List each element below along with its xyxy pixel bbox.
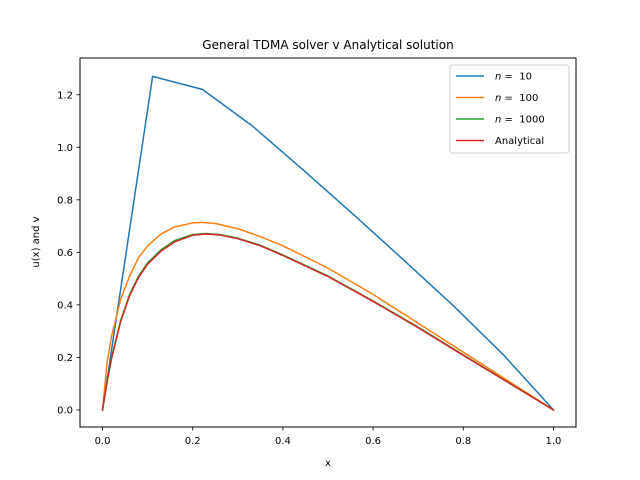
y-tick-label: 0.4 — [57, 300, 73, 311]
x-tick-label: 0.0 — [95, 436, 111, 447]
legend-label-1: n = 100 — [495, 93, 538, 104]
legend-label-0: n = 10 — [495, 72, 532, 83]
x-tick-label: 0.6 — [365, 436, 381, 447]
legend-label-3: Analytical — [495, 136, 544, 147]
legend: n = 10 n = 100 n = 1000 Analytical — [449, 64, 570, 154]
legend-box — [449, 64, 570, 154]
chart-title: General TDMA solver v Analytical solutio… — [202, 38, 453, 52]
ticks-layer: 0.0 0.2 0.4 0.6 0.8 1.0 0.0 0.2 0.4 0.6 0.8 1.0 1.2 — [57, 90, 561, 447]
y-tick-label: 0.0 — [57, 405, 73, 416]
series-line-1 — [101, 221, 555, 411]
y-tick-label: 1.2 — [57, 90, 73, 101]
x-tick-label: 1.0 — [546, 436, 562, 447]
legend-label-2: n = 1000 — [495, 115, 545, 126]
y-tick-label: 0.6 — [57, 248, 73, 259]
series-layer — [101, 75, 555, 411]
y-tick-label: 0.2 — [57, 353, 73, 364]
series-line-0 — [101, 75, 555, 411]
x-tick-label: 0.2 — [185, 436, 201, 447]
y-tick-label: 0.8 — [57, 195, 73, 206]
x-axis-label: x — [325, 458, 331, 469]
y-tick-label: 1.0 — [57, 143, 73, 154]
y-axis-label: u(x) and v — [31, 216, 42, 267]
axes-frame — [79, 57, 577, 428]
x-tick-label: 0.8 — [455, 436, 471, 447]
x-tick-label: 0.4 — [275, 436, 291, 447]
series-line-3 — [101, 233, 555, 411]
